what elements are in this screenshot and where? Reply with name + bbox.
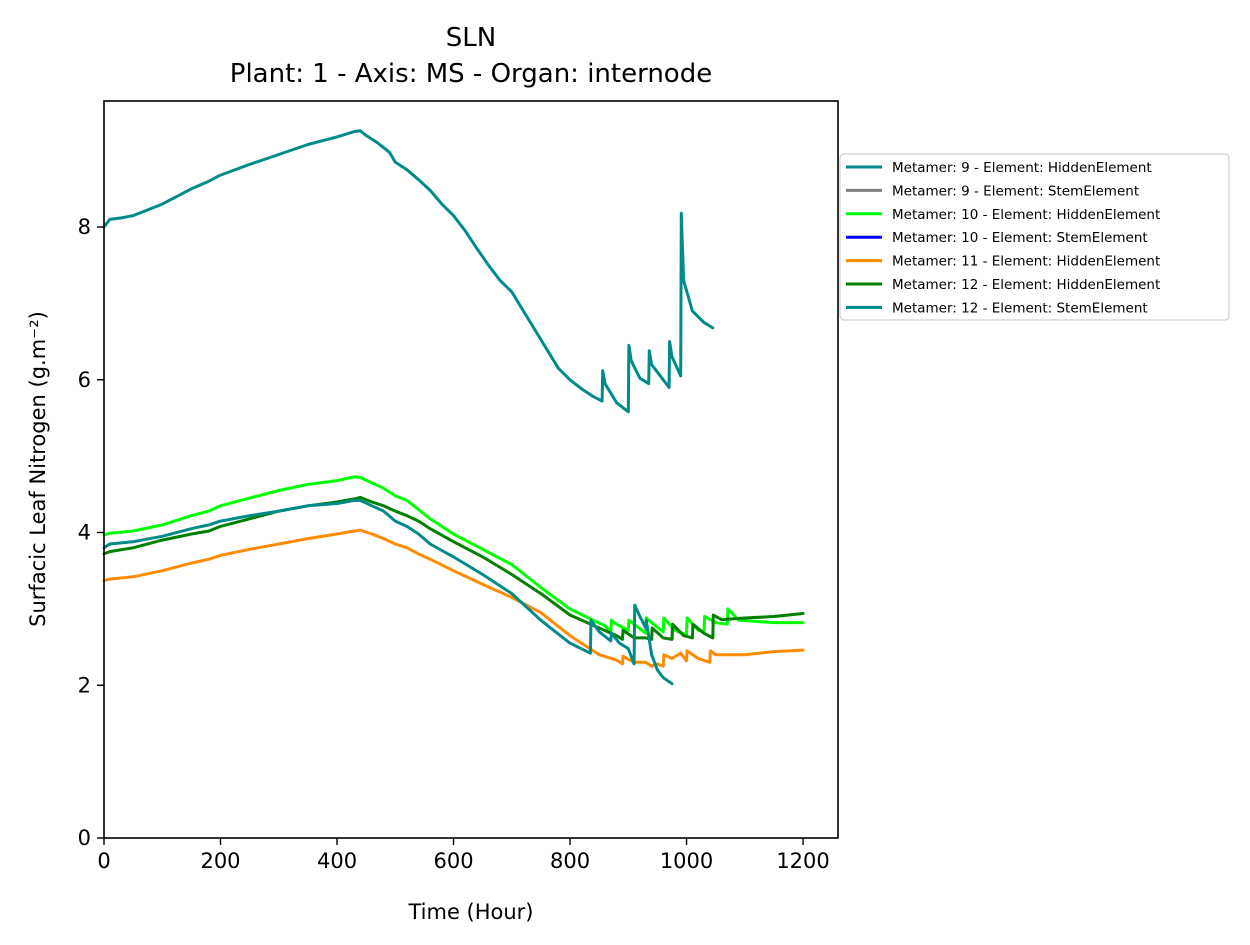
chart-subtitle: Plant: 1 - Axis: MS - Organ: internode bbox=[230, 59, 712, 89]
series-line-0 bbox=[102, 129, 715, 414]
legend-label-6: Metamer: 12 - Element: StemElement bbox=[892, 300, 1148, 316]
legend-label-2: Metamer: 10 - Element: HiddenElement bbox=[892, 207, 1160, 223]
x-tick-label: 1000 bbox=[660, 849, 713, 873]
series-line-4 bbox=[102, 528, 805, 668]
y-tick-label: 6 bbox=[78, 368, 91, 392]
y-tick-label: 2 bbox=[78, 673, 91, 697]
plot-frame bbox=[103, 100, 839, 839]
y-tick-label: 0 bbox=[78, 826, 91, 850]
x-tick-label: 200 bbox=[200, 849, 240, 873]
x-tick-label: 1200 bbox=[776, 849, 829, 873]
chart-title: SLN bbox=[446, 23, 496, 53]
legend-label-0: Metamer: 9 - Element: HiddenElement bbox=[892, 160, 1152, 176]
x-tick-label: 0 bbox=[97, 849, 110, 873]
x-tick-label: 800 bbox=[550, 849, 590, 873]
y-axis-label: Surfacic Leaf Nitrogen (g.m⁻²) bbox=[26, 311, 50, 627]
x-axis-label: Time (Hour) bbox=[407, 900, 533, 924]
series-line-6 bbox=[102, 498, 674, 686]
y-tick-label: 8 bbox=[78, 215, 91, 239]
legend: Metamer: 9 - Element: HiddenElement Metam… bbox=[839, 153, 1230, 321]
x-tick-label: 600 bbox=[433, 849, 473, 873]
legend-label-4: Metamer: 11 - Element: HiddenElement bbox=[892, 254, 1160, 270]
legend-label-3: Metamer: 10 - Element: StemElement bbox=[892, 230, 1148, 246]
legend-label-1: Metamer: 9 - Element: StemElement bbox=[892, 183, 1139, 199]
x-tick-label: 400 bbox=[317, 849, 357, 873]
y-tick-label: 4 bbox=[78, 521, 91, 545]
plot-lines bbox=[102, 129, 805, 686]
series-line-5 bbox=[102, 495, 805, 641]
legend-box bbox=[839, 153, 1230, 321]
legend-label-5: Metamer: 12 - Element: HiddenElement bbox=[892, 277, 1160, 293]
y-axis-ticks: 0 2 4 6 8 bbox=[78, 215, 104, 850]
x-axis-ticks: 0 200 400 600 800 1000 1200 bbox=[97, 838, 830, 873]
